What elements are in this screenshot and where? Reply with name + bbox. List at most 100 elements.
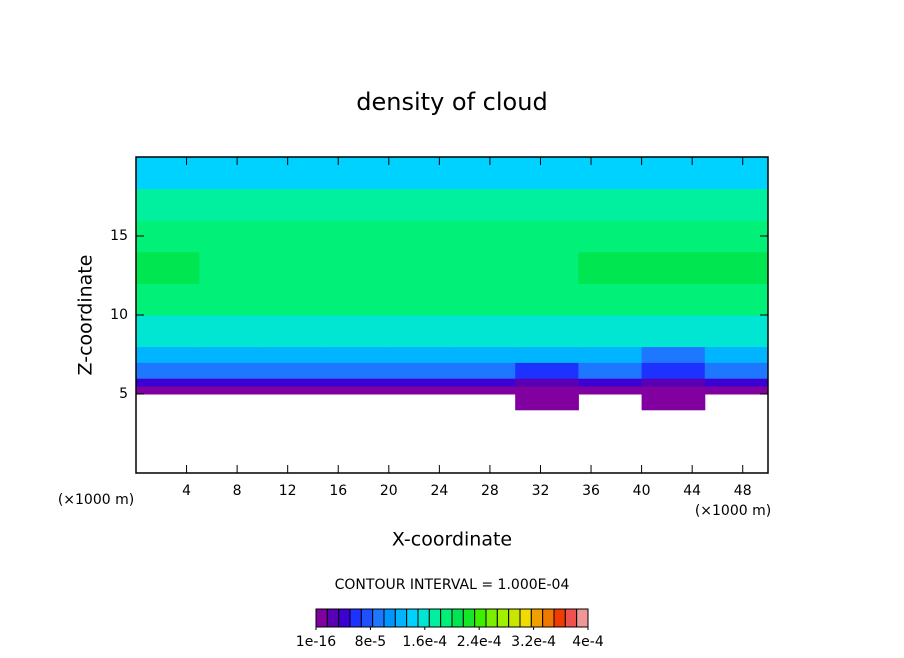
field-cell: [704, 220, 769, 253]
colorbar-box: [315, 608, 328, 628]
colorbar-box: [576, 608, 589, 628]
field-cell: [262, 157, 327, 190]
field-cell: [641, 346, 706, 363]
field-cell: [136, 283, 200, 316]
x-tick-label: 16: [329, 483, 347, 499]
field-cell: [136, 315, 200, 348]
field-cell: [641, 386, 706, 395]
field-cell: [388, 157, 453, 190]
field-cell: [388, 386, 453, 395]
field-cell: [325, 386, 390, 395]
colorbar-box: [326, 608, 340, 628]
field-cell: [136, 346, 200, 363]
field-cell: [199, 378, 263, 387]
colorbar-box: [417, 608, 430, 628]
x-tick-label: 44: [683, 483, 701, 499]
field-cell: [199, 157, 263, 190]
field-cell: [452, 157, 516, 190]
colorbar-label: 3.2e-4: [511, 634, 556, 650]
y-tick-label: 5: [119, 386, 128, 402]
field-cell: [325, 362, 390, 379]
y-tick-label: 15: [110, 228, 128, 244]
x-tick-label: 36: [582, 483, 600, 499]
colorbar-box: [564, 608, 578, 628]
field-cell: [199, 386, 263, 395]
field-cell: [136, 157, 200, 190]
field-cell: [199, 220, 263, 253]
field-cell: [452, 362, 516, 379]
field-cell: [641, 315, 706, 348]
field-cell: [515, 378, 579, 387]
colorbar-label: 1e-16: [296, 634, 336, 650]
field-cell: [136, 220, 200, 253]
y-unit: (×1000 m): [58, 492, 134, 508]
field-cell: [388, 315, 453, 348]
field-cell: [199, 346, 263, 363]
y-axis-title: Z-coordinate: [75, 255, 97, 376]
field-cell: [641, 362, 706, 379]
field-cell: [262, 188, 327, 221]
colorbar-box: [349, 608, 362, 628]
field-cell: [641, 251, 706, 284]
colorbar-box: [428, 608, 442, 628]
field-cell: [515, 251, 579, 284]
field-cell: [515, 346, 579, 363]
field-cell: [388, 362, 453, 379]
field-cell: [262, 378, 327, 387]
field-cell: [136, 251, 200, 284]
x-tick-label: 4: [182, 483, 191, 499]
colorbar-label: 8e-5: [355, 634, 386, 650]
field-cell: [199, 283, 263, 316]
field-cell: [452, 188, 516, 221]
field-cell: [325, 315, 390, 348]
field-cell: [578, 220, 643, 253]
field-cell: [641, 378, 706, 387]
field-cell: [578, 315, 643, 348]
field-cell: [452, 346, 516, 363]
field-cell: [325, 346, 390, 363]
field-cell: [388, 188, 453, 221]
field-cell: [136, 378, 200, 387]
field-cell: [578, 362, 643, 379]
field-cell: [641, 220, 706, 253]
field-cell: [704, 188, 769, 221]
colorbar-box: [542, 608, 555, 628]
x-tick-label: 32: [532, 483, 550, 499]
field-cell: [452, 386, 516, 395]
field-cell: [578, 346, 643, 363]
colorbar-label: 2.4e-4: [457, 634, 502, 650]
field-cell: [704, 346, 769, 363]
colorbar-box: [485, 608, 498, 628]
field-cell: [515, 362, 579, 379]
field-cell: [578, 157, 643, 190]
x-tick-label: 48: [734, 483, 752, 499]
field-cell: [704, 315, 769, 348]
x-tick-label: 12: [279, 483, 297, 499]
field-cell: [325, 220, 390, 253]
field-cell: [704, 378, 769, 387]
field-cell: [704, 362, 769, 379]
field-cell: [515, 315, 579, 348]
colorbar-box: [553, 608, 566, 628]
colorbar-box: [383, 608, 396, 628]
field-cell: [388, 220, 453, 253]
field-cell: [388, 378, 453, 387]
colorbar-box: [519, 608, 532, 628]
field-cell: [578, 251, 643, 284]
field-cell: [199, 251, 263, 284]
field-cell: [578, 378, 643, 387]
field-cell: [515, 394, 579, 411]
field-cell: [452, 251, 516, 284]
field-cell: [578, 188, 643, 221]
colorbar-label: 1.6e-4: [402, 634, 447, 650]
field-cell: [136, 362, 200, 379]
colorbar-box: [474, 608, 487, 628]
x-tick-label: 20: [380, 483, 398, 499]
field-cell: [452, 283, 516, 316]
field-cell: [515, 283, 579, 316]
field-cell: [515, 188, 579, 221]
field-cell: [262, 346, 327, 363]
contour-interval: CONTOUR INTERVAL = 1.000E-04: [335, 577, 570, 593]
colorbar-box: [394, 608, 408, 628]
